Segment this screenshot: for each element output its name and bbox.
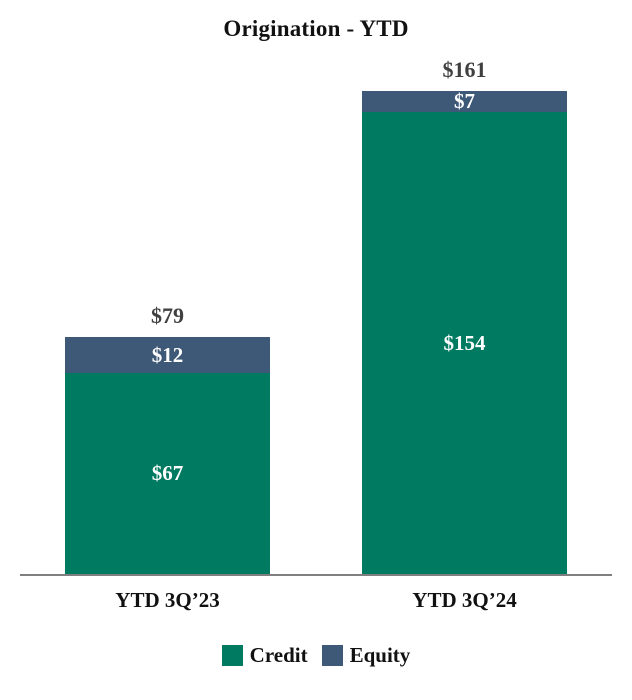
credit-swatch-icon [221, 645, 243, 666]
credit-value-label: $154 [443, 330, 486, 355]
credit-segment: $154 [362, 112, 567, 574]
equity-segment: $7 [362, 91, 567, 112]
legend-item-equity: Equity [321, 643, 411, 668]
equity-swatch-icon [321, 645, 343, 666]
x-label-ytd-3q23: YTD 3Q’23 [115, 588, 220, 612]
credit-segment: $67 [65, 373, 270, 574]
legend-label-credit: Credit [249, 643, 308, 667]
x-label-ytd-3q24: YTD 3Q’24 [412, 588, 517, 612]
x-axis-line [20, 574, 612, 576]
total-label: $79 [151, 302, 184, 328]
bar-ytd-3q23: $79 $12 $67 [65, 303, 270, 574]
legend-item-credit: Credit [221, 643, 308, 668]
equity-segment: $12 [65, 337, 270, 373]
credit-value-label: $67 [151, 461, 184, 485]
equity-value-label: $7 [454, 89, 475, 113]
legend: Credit Equity [0, 643, 632, 668]
plot-area: $79 $12 $67 $161 $7 $154 [0, 46, 632, 574]
legend-label-equity: Equity [349, 643, 411, 667]
total-label: $161 [442, 56, 487, 82]
equity-value-label: $12 [151, 342, 184, 367]
chart-title: Origination - YTD [223, 16, 409, 41]
x-axis-labels: YTD 3Q’23 YTD 3Q’24 [0, 588, 632, 613]
bar-ytd-3q24: $161 $7 $154 [362, 57, 567, 574]
